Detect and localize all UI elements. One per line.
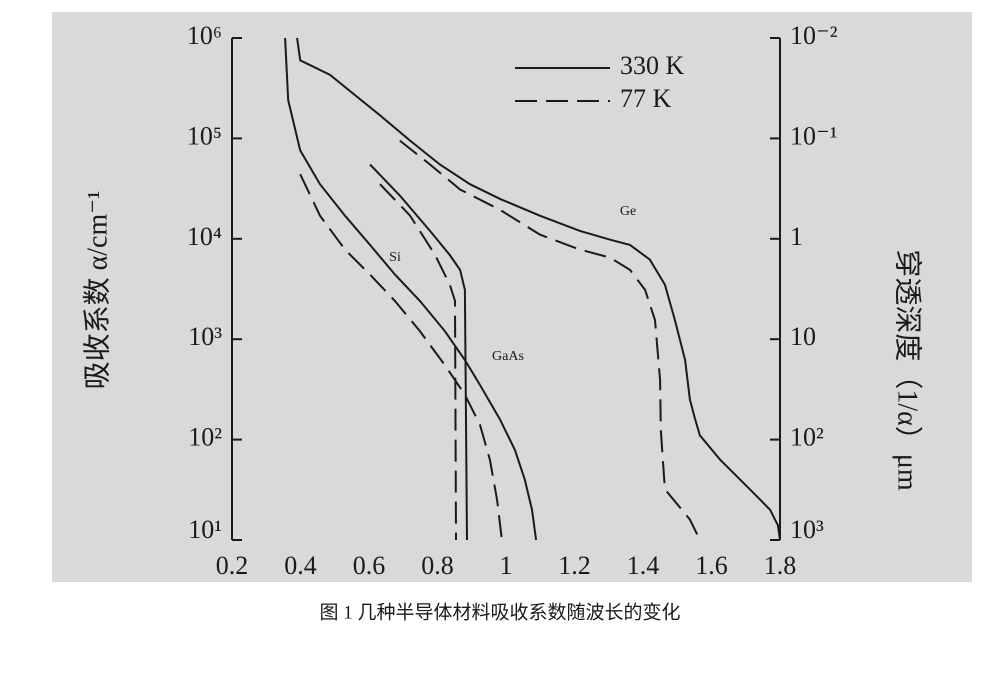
legend-label: 77 K [620, 84, 672, 113]
x-tick-label: 0.4 [284, 551, 317, 580]
annotation: Si [389, 250, 401, 265]
x-tick-label: 0.2 [216, 551, 249, 580]
x-tick-label: 0.6 [353, 551, 386, 580]
data-line [296, 37, 781, 541]
data-line [299, 173, 503, 541]
x-tick-label: 1.6 [695, 551, 728, 580]
y-tick-label: 10⁶ [187, 21, 222, 50]
x-tick-label: 1.4 [627, 551, 660, 580]
y2-tick-label: 10³ [790, 515, 824, 544]
annotation: GaAs [492, 349, 524, 364]
y-tick-label: 10⁴ [187, 222, 222, 251]
y-tick-label: 10² [188, 423, 222, 452]
data-line [379, 183, 457, 541]
y2-axis-label: 穿透深度（1/α）μm [892, 249, 924, 490]
y2-tick-label: 10² [790, 423, 824, 452]
y2-tick-label: 10 [790, 322, 816, 351]
y2-tick-label: 10⁻² [790, 21, 838, 50]
data-line [369, 163, 468, 541]
x-tick-label: 1.2 [558, 551, 591, 580]
x-tick-label: 1 [500, 551, 513, 580]
data-line [284, 37, 538, 541]
caption: 图 1 几种半导体材料吸收系数随波长的变化 [319, 601, 680, 623]
y-tick-label: 10³ [188, 322, 222, 351]
data-line [399, 139, 701, 541]
plot-panel [52, 12, 972, 582]
y2-tick-label: 10⁻¹ [790, 121, 838, 150]
annotation: Ge [620, 204, 636, 219]
y-tick-label: 10⁵ [187, 121, 222, 150]
y-tick-label: 10¹ [188, 515, 222, 544]
legend-label: 330 K [620, 51, 685, 80]
y2-tick-label: 1 [790, 222, 803, 251]
y-axis-label: 吸收系数 α/cm⁻¹ [81, 191, 113, 390]
x-tick-label: 1.8 [764, 551, 797, 580]
x-tick-label: 0.8 [421, 551, 454, 580]
